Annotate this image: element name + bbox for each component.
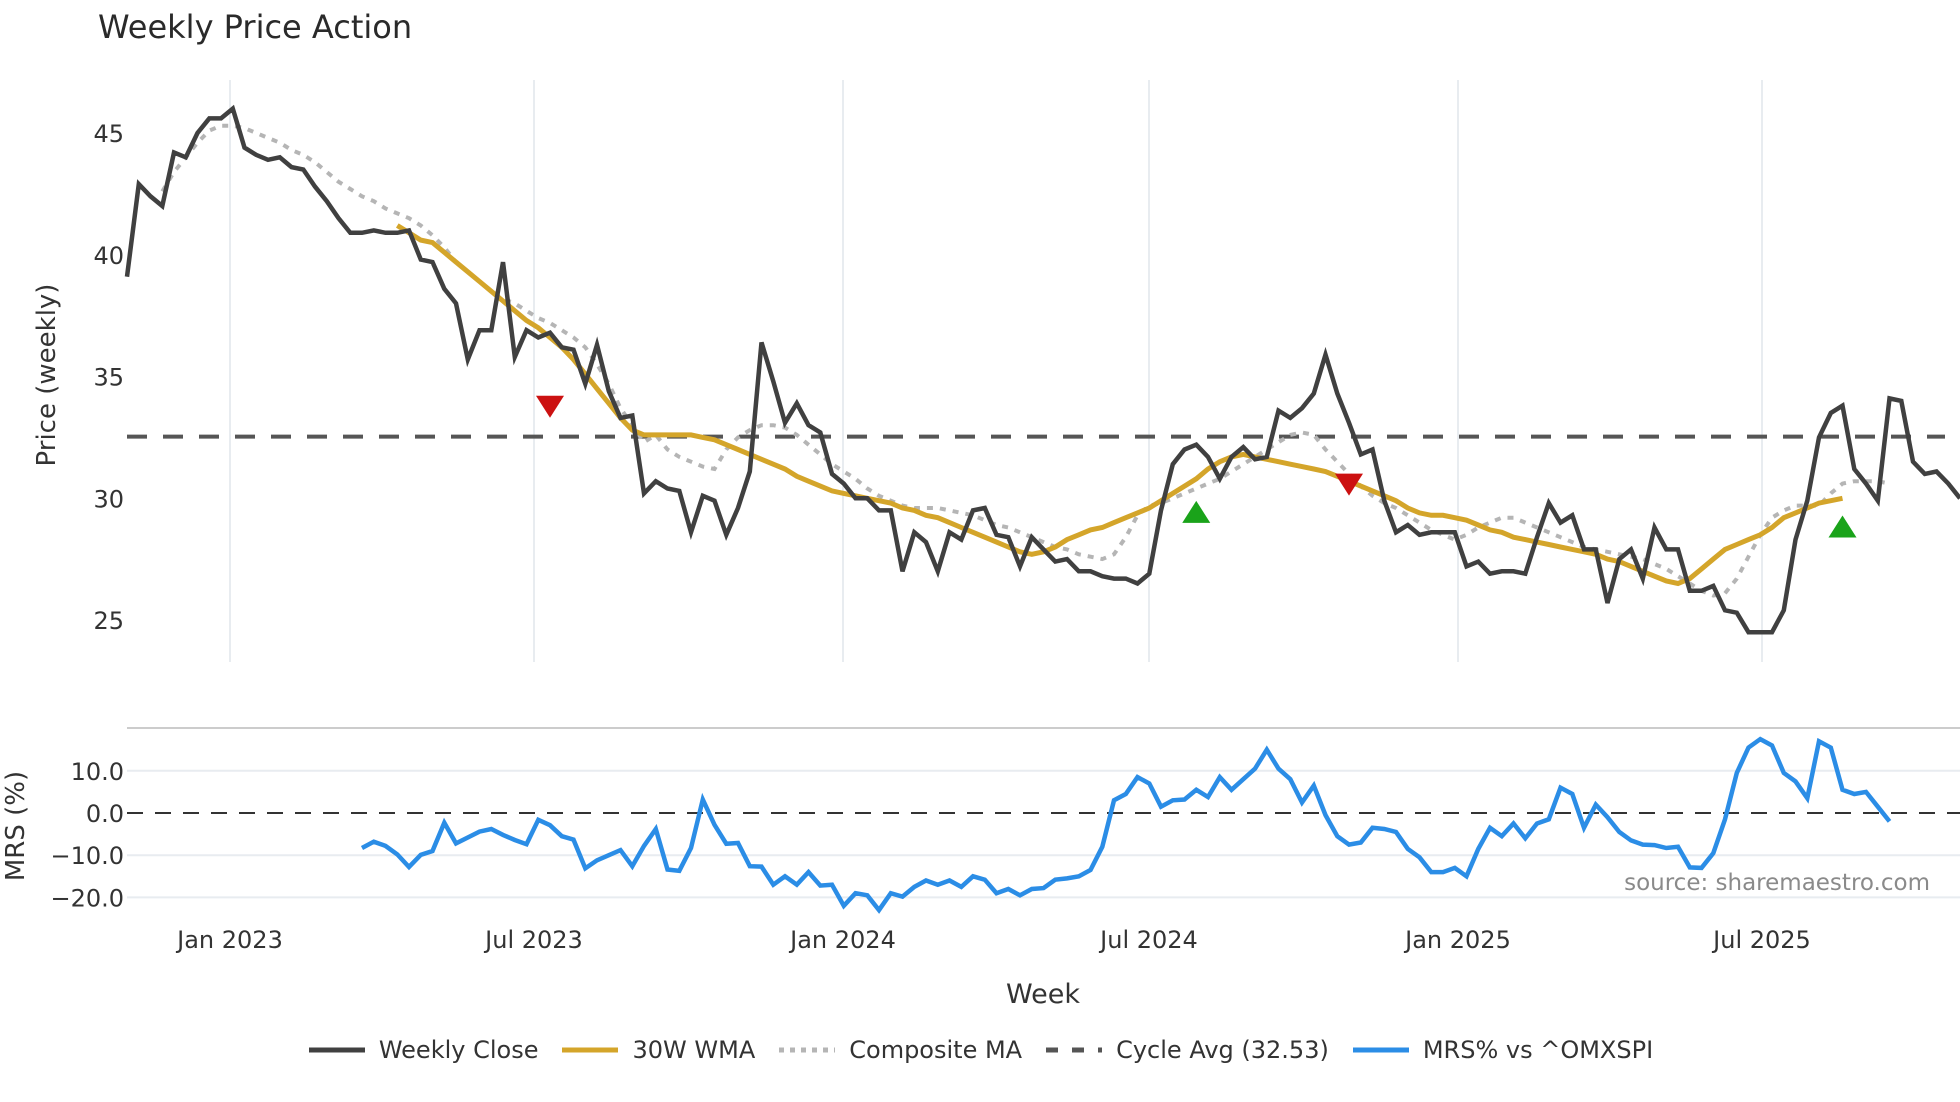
legend-item[interactable]: 30W WMA [560,1036,755,1064]
legend-swatch-icon [562,1047,619,1053]
x-axis-label: Week [1006,979,1080,1010]
legend-label: MRS% vs ^OMXSPI [1422,1036,1654,1064]
vertical-gridlines [229,80,1763,662]
sell-signal-triangle-icon [536,395,564,418]
legend-item[interactable]: Composite MA [777,1036,1022,1064]
sell-signal-triangle-icon [1335,473,1363,496]
price-y-axis-label: Price (weekly) [32,284,62,467]
price-tick-label: 25 [93,607,124,635]
series-lines [124,104,1960,914]
source-watermark: source: sharemaestro.com [1624,870,1930,896]
legend-swatch-icon [308,1047,365,1053]
x-tick-label: Jan 2024 [788,926,896,954]
legend-label: Composite MA [849,1036,1023,1064]
legend-item[interactable]: Cycle Avg (32.53) [1044,1036,1329,1064]
mrs-tick-label: 10.0 [71,758,124,786]
mrs-tick-label: 0.0 [86,800,124,828]
x-tick-label: Jul 2023 [483,926,583,954]
chart-legend: Weekly Close 30W WMA Composite MA Cycle Avg… [0,1036,1960,1064]
chart-title: Weekly Price Action [98,8,413,46]
price-tick-label: 40 [93,242,124,270]
weekly-close-line [124,104,1960,635]
mrs-y-axis-label: MRS (%) [1,771,31,881]
x-tick-label: Jan 2025 [1403,926,1511,954]
price-tick-label: 45 [93,120,124,148]
legend-label: Cycle Avg (32.53) [1116,1036,1329,1064]
wma-30w-line [395,223,1844,587]
mrs-tick-label: −10.0 [50,842,124,870]
price-y-axis-ticks: 45 40 35 30 25 [93,120,124,635]
price-tick-label: 35 [93,364,124,392]
price-tick-label: 30 [93,485,124,513]
legend-swatch-icon [1352,1047,1409,1053]
legend-label: 30W WMA [632,1036,756,1064]
signal-markers [536,395,1857,538]
legend-item[interactable]: MRS% vs ^OMXSPI [1351,1036,1653,1064]
legend-label: Weekly Close [378,1036,539,1064]
mrs-line [360,736,1892,914]
buy-signal-triangle-icon [1182,500,1211,523]
x-tick-label: Jan 2023 [175,926,283,954]
composite-ma-line [160,123,1890,598]
legend-item[interactable]: Weekly Close [307,1036,539,1064]
mrs-tick-label: −20.0 [50,884,124,912]
x-tick-label: Jul 2025 [1711,926,1811,954]
buy-signal-triangle-icon [1828,515,1857,538]
legend-swatch-icon [1046,1047,1103,1053]
x-axis-ticks: Jan 2023 Jul 2023 Jan 2024 Jul 2024 Jan 2025… [175,926,1811,954]
mrs-gridlines: 10.0 0.0 −10.0 −20.0 [50,758,1960,912]
legend-swatch-icon [779,1047,836,1053]
x-tick-label: Jul 2024 [1098,926,1198,954]
